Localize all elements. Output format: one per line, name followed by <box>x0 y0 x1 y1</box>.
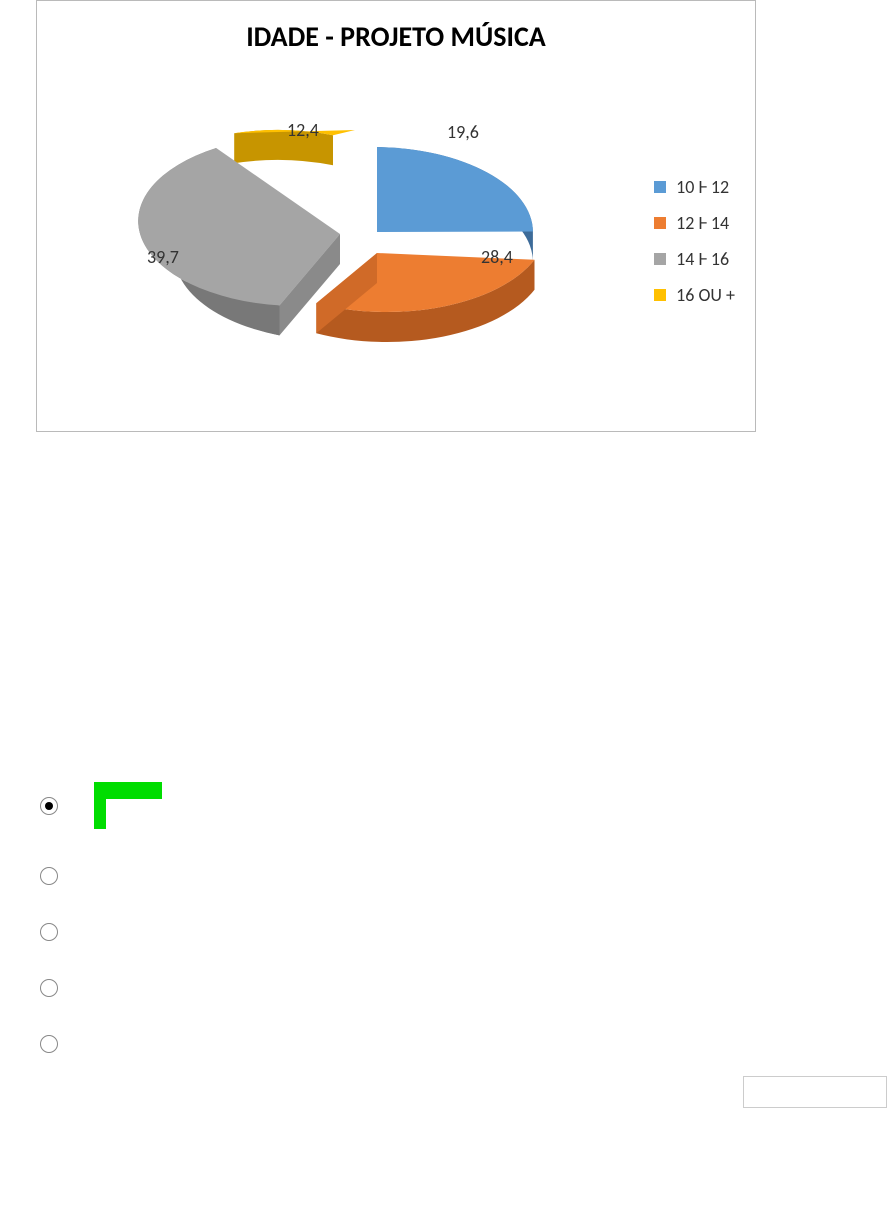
option-row-0 <box>40 782 162 829</box>
slice-label-2: 39,7 <box>147 246 179 268</box>
legend-item-1: 12 Ⱶ 14 <box>654 212 735 234</box>
chart-legend: 10 Ⱶ 12 12 Ⱶ 14 14 Ⱶ 16 16 OU + <box>654 176 735 320</box>
legend-item-0: 10 Ⱶ 12 <box>654 176 735 198</box>
legend-item-2: 14 Ⱶ 16 <box>654 248 735 270</box>
legend-swatch-2 <box>654 253 666 265</box>
legend-label-2: 14 Ⱶ 16 <box>676 248 729 270</box>
slice-label-3: 12,4 <box>287 119 319 141</box>
legend-label-0: 10 Ⱶ 12 <box>676 176 729 198</box>
slice-label-0: 19,6 <box>447 121 479 143</box>
legend-label-3: 16 OU + <box>676 284 735 306</box>
legend-swatch-0 <box>654 181 666 193</box>
option-row-3 <box>40 979 162 997</box>
option-row-1 <box>40 867 162 885</box>
slice-label-1: 28,4 <box>481 246 513 268</box>
radio-option-1[interactable] <box>40 867 58 885</box>
chart-title: IDADE - PROJETO MÚSICA <box>37 19 755 54</box>
legend-swatch-1 <box>654 217 666 229</box>
legend-swatch-3 <box>654 289 666 301</box>
option-row-2 <box>40 923 162 941</box>
legend-label-1: 12 Ⱶ 14 <box>676 212 729 234</box>
legend-item-3: 16 OU + <box>654 284 735 306</box>
bottom-input-box[interactable] <box>743 1076 887 1108</box>
pie-chart <box>97 71 617 411</box>
correct-flag-icon <box>94 782 162 829</box>
answer-options <box>40 782 162 1091</box>
radio-option-3[interactable] <box>40 979 58 997</box>
radio-option-2[interactable] <box>40 923 58 941</box>
pie-chart-panel: IDADE - PROJETO MÚSICA 19,6 28,4 39,7 12… <box>36 0 756 432</box>
radio-option-4[interactable] <box>40 1035 58 1053</box>
option-row-4 <box>40 1035 162 1053</box>
radio-option-0[interactable] <box>40 797 58 815</box>
